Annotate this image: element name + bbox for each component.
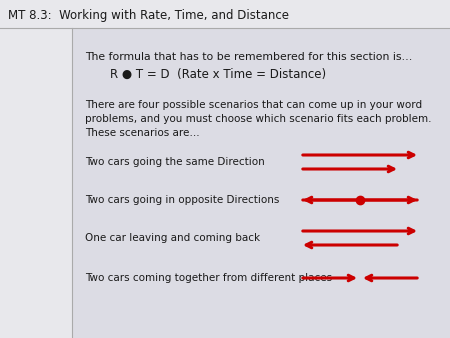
Text: problems, and you must choose which scenario fits each problem.: problems, and you must choose which scen… [85, 114, 432, 124]
Text: MT 8.3:  Working with Rate, Time, and Distance: MT 8.3: Working with Rate, Time, and Dis… [8, 8, 289, 22]
Text: One car leaving and coming back: One car leaving and coming back [85, 233, 260, 243]
Text: These scenarios are…: These scenarios are… [85, 128, 200, 138]
Text: Two cars coming together from different places: Two cars coming together from different … [85, 273, 332, 283]
Text: There are four possible scenarios that can come up in your word: There are four possible scenarios that c… [85, 100, 422, 110]
Text: R ● T = D  (Rate x Time = Distance): R ● T = D (Rate x Time = Distance) [110, 68, 326, 81]
Text: Two cars going the same Direction: Two cars going the same Direction [85, 157, 265, 167]
Bar [72, 28, 450, 338]
Text: Two cars going in opposite Directions: Two cars going in opposite Directions [85, 195, 279, 205]
Text: The formula that has to be remembered for this section is…: The formula that has to be remembered fo… [85, 52, 412, 62]
